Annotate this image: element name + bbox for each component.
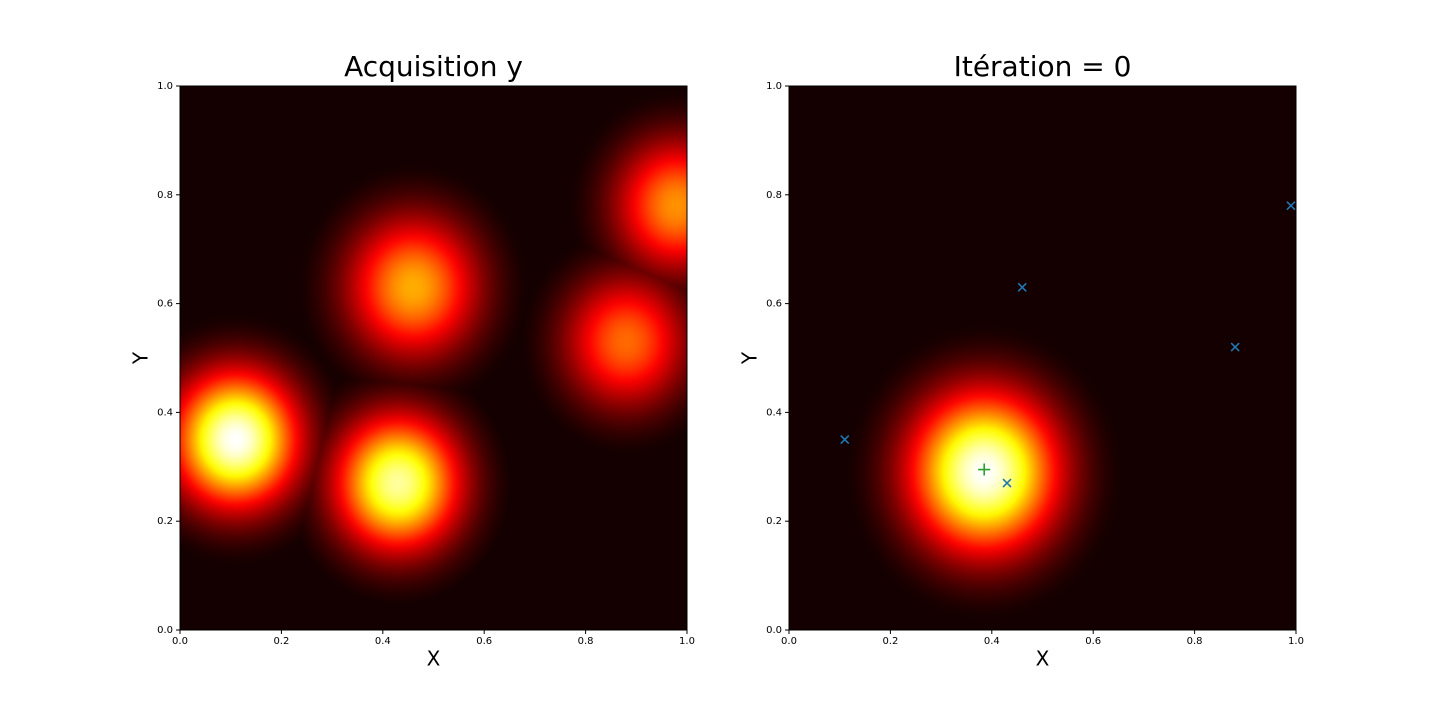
x-tick-label: 0.2 xyxy=(273,636,289,647)
y-axis-label: Y xyxy=(738,351,762,365)
chart-title: Itération = 0 xyxy=(954,50,1132,83)
axes xyxy=(180,86,687,630)
x-tick-label: 0.2 xyxy=(882,636,898,647)
x-tick-label: 0.4 xyxy=(375,636,391,647)
chart-title: Acquisition y xyxy=(344,50,523,83)
x-tick-label: 0.0 xyxy=(781,636,797,647)
axes xyxy=(789,86,1296,630)
y-tick-label: 0.8 xyxy=(157,190,173,201)
y-tick-label: 0.2 xyxy=(157,516,173,527)
y-tick-label: 0.6 xyxy=(157,299,173,310)
scatter-marker xyxy=(1002,478,1012,488)
x-tick-label: 0.6 xyxy=(476,636,492,647)
y-tick-label: 1.0 xyxy=(766,81,782,92)
y-tick-label: 0.0 xyxy=(157,625,173,636)
scatter-marker xyxy=(1286,201,1296,211)
x-tick-label: 1.0 xyxy=(1288,636,1304,647)
x-tick-label: 0.8 xyxy=(1187,636,1203,647)
x-axis-label: X xyxy=(427,647,441,671)
x-tick-label: 0.6 xyxy=(1085,636,1101,647)
axes-frame xyxy=(788,85,1297,631)
x-tick-label: 0.8 xyxy=(578,636,594,647)
y-axis-label: Y xyxy=(129,351,153,365)
heatmap-blob xyxy=(276,140,551,435)
y-tick-label: 1.0 xyxy=(157,81,173,92)
y-tick-label: 0.8 xyxy=(766,190,782,201)
best-marker xyxy=(978,463,991,476)
axes-frame xyxy=(179,85,688,631)
x-tick-label: 1.0 xyxy=(679,636,695,647)
y-tick-label: 0.4 xyxy=(157,407,173,418)
scatter-marker xyxy=(1017,282,1027,292)
scatter-marker xyxy=(840,435,850,445)
x-tick-label: 0.4 xyxy=(984,636,1000,647)
scatter-marker xyxy=(1230,342,1240,352)
y-tick-label: 0.4 xyxy=(766,407,782,418)
y-tick-label: 0.6 xyxy=(766,299,782,310)
x-tick-label: 0.0 xyxy=(172,636,188,647)
y-tick-label: 0.2 xyxy=(766,516,782,527)
x-axis-label: X xyxy=(1036,647,1050,671)
y-tick-label: 0.0 xyxy=(766,625,782,636)
heatmap-blob xyxy=(547,86,687,345)
